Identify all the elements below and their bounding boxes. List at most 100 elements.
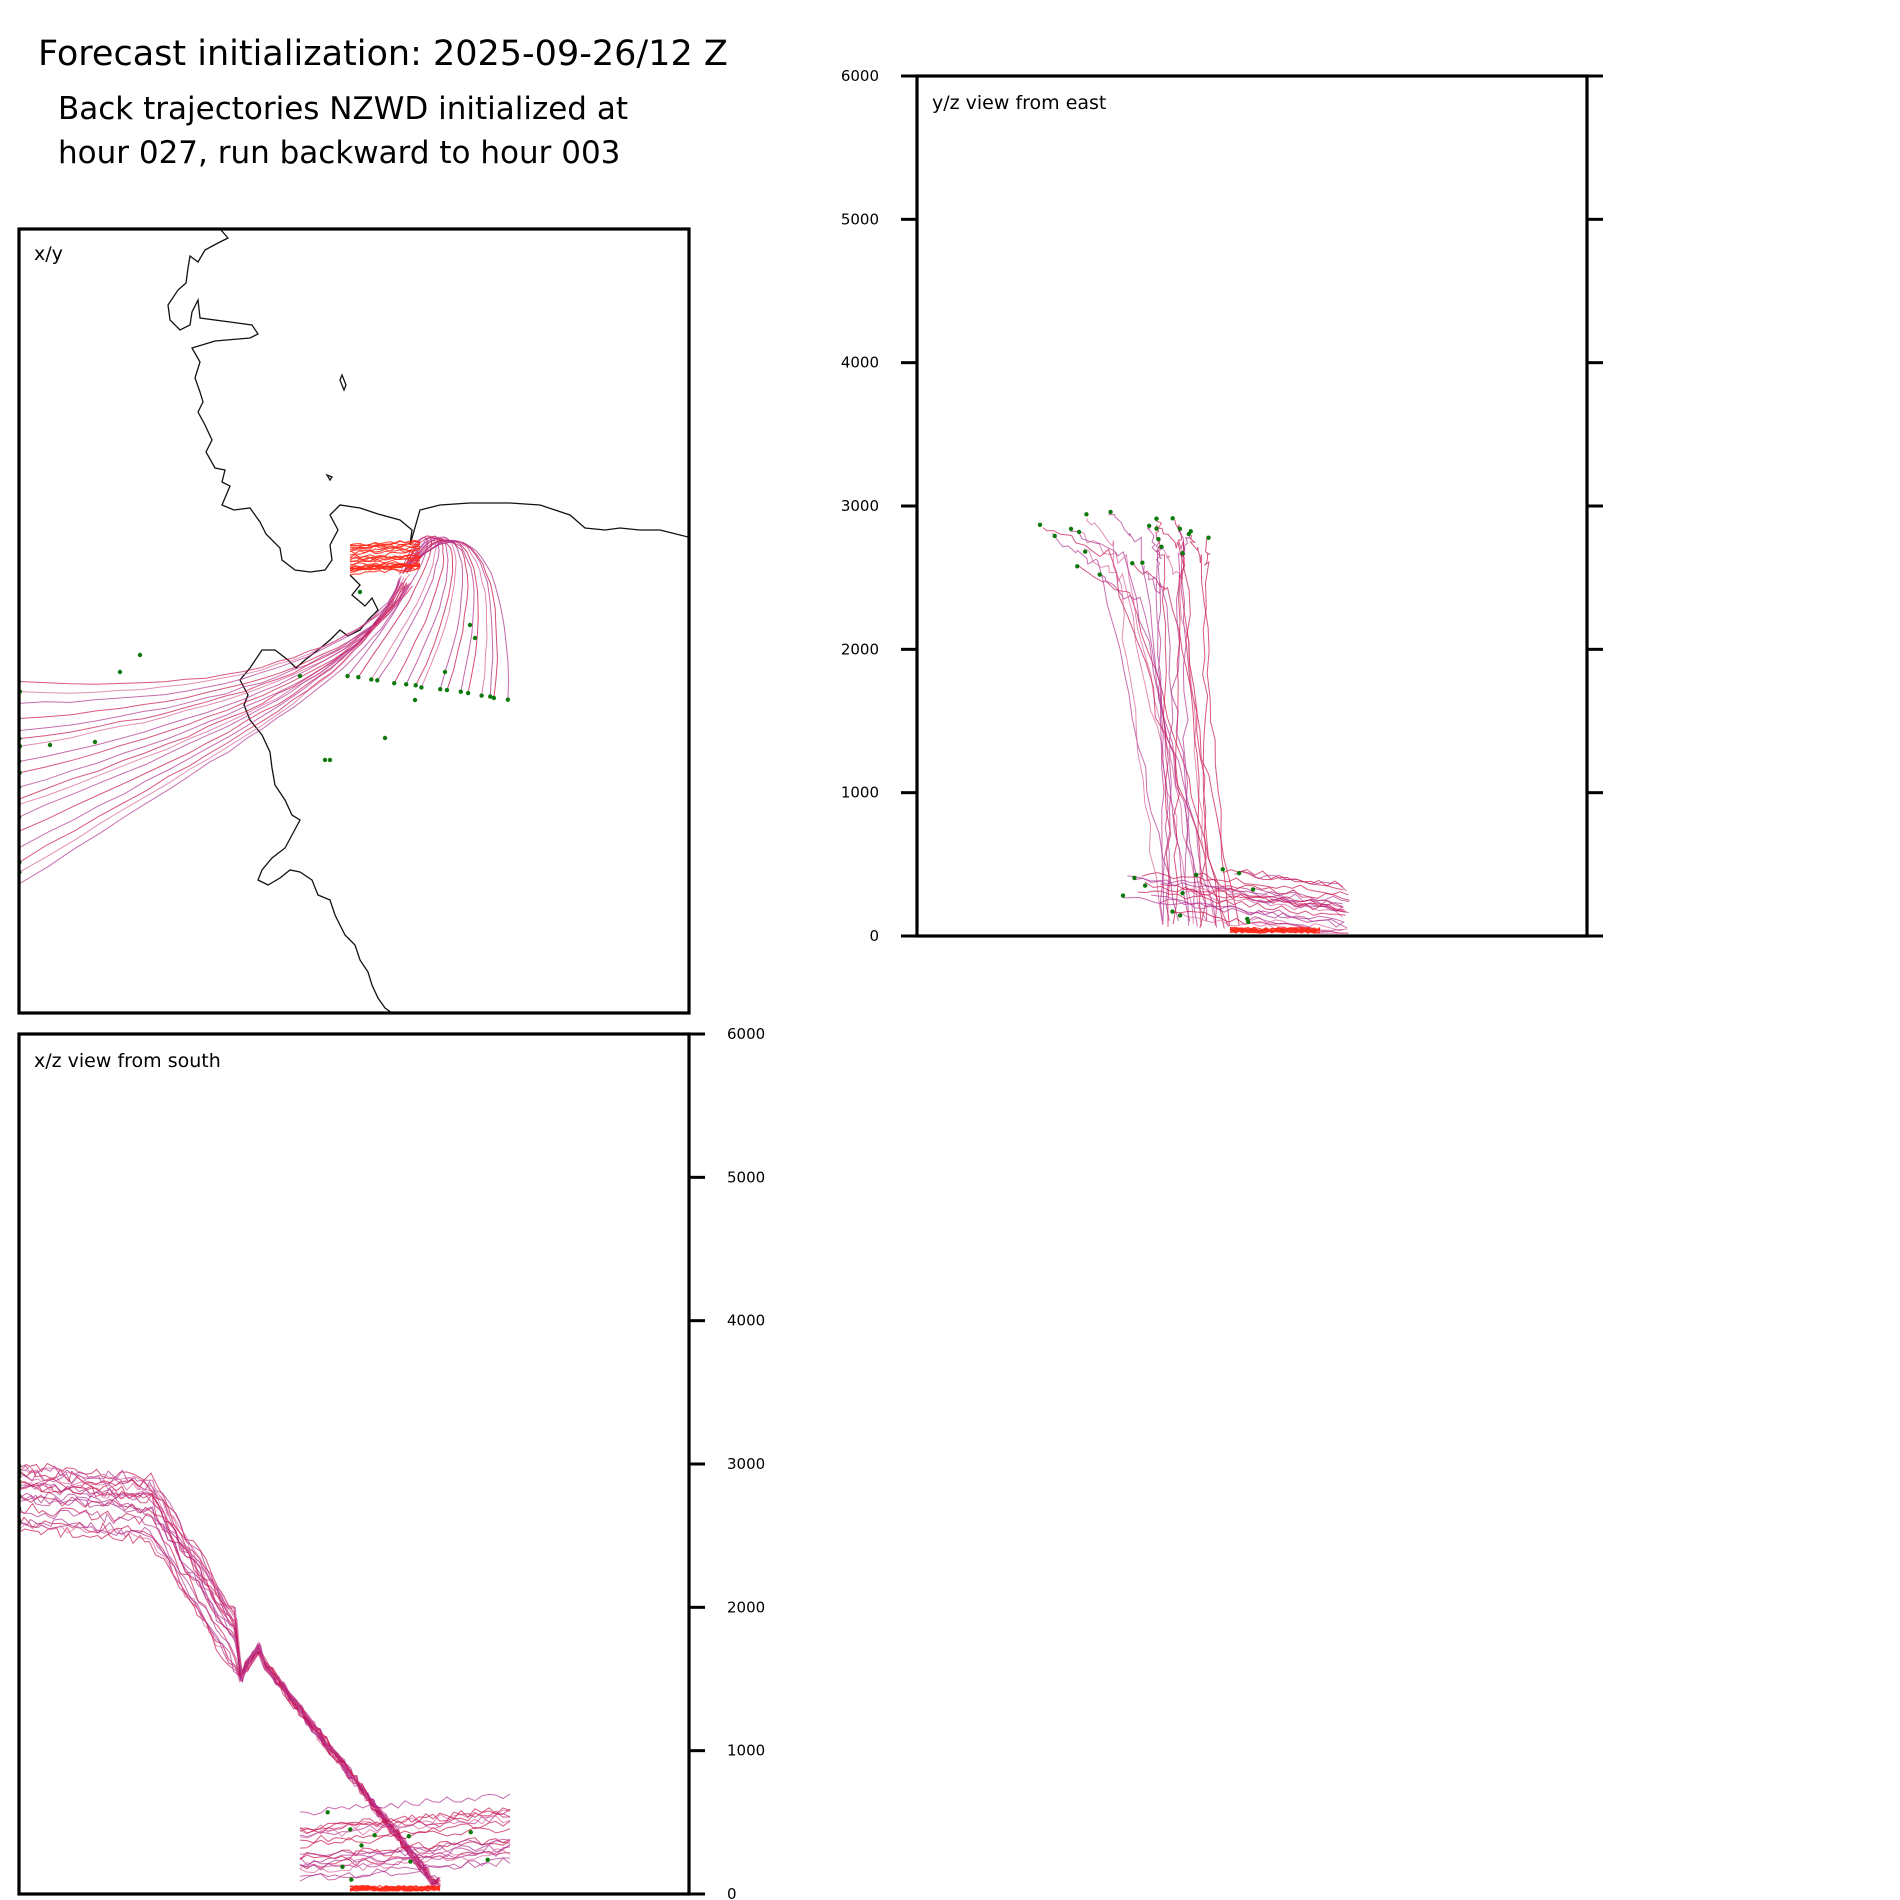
xz-right-tick-label-6000: 6000 [727,1025,765,1043]
yz-trajectory-33 [1246,897,1344,912]
xz-right-tick-label-4000: 4000 [727,1312,765,1330]
yz-trajectory-34 [1196,872,1349,896]
xz-trajectory-26 [299,1840,511,1866]
yz-marker [1068,526,1074,532]
panel-xz: x/z view from south 0 1000 2000 3000 4000 500… [17,1025,765,1900]
xy-trajectory-58 [350,563,421,572]
xy-trajectory-16 [19,578,406,685]
xz-trajectory-34 [299,1826,511,1849]
yz-left-tick-label-6000: 6000 [841,67,879,85]
xy-marker [465,690,471,696]
yz-plot-area [1037,509,1350,934]
yz-marker [1245,916,1250,922]
yz-panel-label: y/z view from east [932,92,1106,114]
xz-marker [406,1834,412,1839]
xz-marker [348,1827,353,1832]
xy-marker [442,669,448,675]
panel-xy: x/y [17,227,691,1015]
xy-trajectory-41 [349,548,421,556]
panel-yz: y/z view from east 0 1000 2000 3000 4000 5000… [841,67,1603,945]
xy-marker [403,682,409,687]
yz-trajectory-10 [1162,534,1192,922]
yz-trajectory-45 [1151,894,1344,923]
xz-marker [349,1877,354,1882]
xy-trajectory-55 [349,546,421,555]
figure-title: Forecast initialization: 2025-09-26/12 Z [38,34,728,74]
xy-trajectory-30 [19,575,402,849]
xy-marker [375,678,380,683]
yz-left-tick-label-1000: 1000 [841,784,879,802]
xz-trajectory-33 [299,1857,511,1882]
xy-frame [17,227,691,1015]
yz-trajectory-8 [1147,527,1170,921]
yz-marker [1076,529,1082,535]
yz-trajectory-42 [1179,912,1349,934]
xy-trajectory-27 [19,585,408,805]
yz-trajectory-29 [1137,890,1346,916]
xz-plot-area [19,1462,511,1892]
xy-trajectory-51 [349,539,421,547]
yz-marker [1140,560,1145,565]
xy-marker [479,693,484,698]
yz-trajectory-13 [1098,572,1208,922]
yz-trajectory-21 [1189,534,1230,927]
xz-right-tick-label-5000: 5000 [727,1168,765,1186]
yz-marker [1180,890,1185,896]
xy-marker [488,694,493,699]
yz-trajectories [1042,513,1350,934]
yz-marker [1177,913,1183,918]
xy-marker [92,739,98,745]
xz-panel-label: x/z view from south [34,1050,221,1072]
yz-marker [1075,564,1080,569]
yz-trajectory-24 [1238,870,1344,891]
xz-marker [325,1810,330,1815]
yz-trajectory-59 [1229,929,1320,934]
xy-marker [472,635,478,641]
xy-marker [505,697,511,702]
yz-marker [1052,533,1057,539]
yz-trajectory-36 [1222,868,1344,888]
xy-marker [137,652,143,658]
coastline-islet [325,473,333,482]
xy-trajectory-31 [19,581,404,863]
yz-trajectory-28 [1252,887,1350,902]
yz-trajectory-6 [1199,537,1211,929]
xy-trajectory-59 [349,555,421,563]
yz-trajectory-18 [1155,537,1165,925]
yz-trajectory-2 [1079,530,1208,922]
yz-marker [1146,523,1152,529]
xz-marker [468,1829,473,1835]
yz-trajectory-41 [1141,872,1350,901]
yz-marker [1250,887,1256,892]
xy-marker [47,742,53,748]
yz-trajectory-27 [1186,887,1347,912]
xy-marker [345,673,350,679]
xz-trajectory-42 [299,1808,511,1834]
xy-trajectory-57 [349,563,421,571]
yz-marker [1177,526,1182,531]
xz-right-tick-label-2000: 2000 [727,1598,765,1616]
yz-marker [1142,883,1148,888]
yz-trajectory-16 [1155,524,1172,927]
xy-trajectory-50 [349,557,421,565]
yz-trajectory-32 [1248,922,1345,934]
xz-marker [359,1843,364,1848]
xy-panel-label: x/y [34,243,63,265]
yz-trajectory-19 [1155,520,1218,926]
xy-trajectory-1 [357,535,433,678]
xy-trajectory-52 [350,553,421,561]
xz-trajectory-29 [299,1850,511,1870]
xy-trajectory-12 [406,540,488,696]
xz-trajectory-37 [299,1807,511,1832]
figure-subtitle-line-1: Back trajectories NZWD initialized at [58,91,628,127]
xz-right-tick-label-3000: 3000 [727,1455,765,1473]
yz-marker [1186,531,1191,537]
xy-trajectory-22 [19,582,411,747]
xz-trajectory-30 [299,1844,511,1870]
xy-trajectory-5 [403,537,449,685]
yz-left-tick-label-2000: 2000 [841,640,879,658]
xy-marker [357,589,363,595]
xz-trajectory-23 [19,1492,439,1880]
xy-trajectory-15 [402,540,510,700]
yz-marker [1154,516,1159,521]
